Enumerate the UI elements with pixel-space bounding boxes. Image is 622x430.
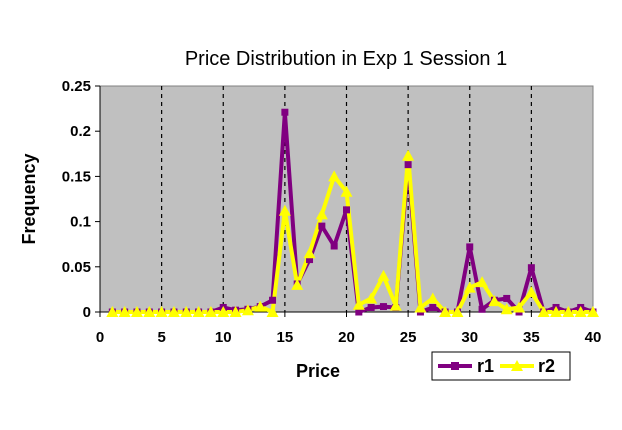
series-point-r2-8 bbox=[192, 306, 205, 317]
series-point-r2-24 bbox=[389, 299, 402, 311]
x-tick-label-40: 40 bbox=[585, 329, 602, 346]
legend-r2-label: r2 bbox=[538, 356, 555, 376]
series-point-r1-18 bbox=[318, 222, 326, 230]
y-tick-label-5: 0.25 bbox=[62, 78, 91, 95]
x-tick-label-15: 15 bbox=[277, 329, 294, 346]
series-point-r2-13 bbox=[254, 300, 267, 312]
series-point-r2-18 bbox=[315, 208, 328, 220]
series-point-r2-28 bbox=[439, 306, 452, 317]
series-point-r2-1 bbox=[106, 306, 119, 317]
series-point-r1-20 bbox=[343, 206, 350, 214]
series-point-r2-39 bbox=[574, 306, 587, 317]
y-tick-label-1: 0.05 bbox=[62, 259, 91, 276]
y-tick-label-2: 0.1 bbox=[70, 214, 91, 231]
series-point-r1-23 bbox=[379, 303, 387, 311]
series-point-r1-31 bbox=[478, 305, 486, 313]
x-tick-label-10: 10 bbox=[215, 329, 232, 346]
series-point-r1-17 bbox=[306, 256, 314, 264]
series-point-r1-27 bbox=[429, 303, 437, 311]
x-tick-label-35: 35 bbox=[523, 329, 540, 346]
series-point-r2-40 bbox=[587, 306, 599, 317]
legend-r2-marker bbox=[511, 360, 523, 371]
series-point-r1-14 bbox=[269, 296, 277, 304]
series-point-r2-2 bbox=[118, 306, 131, 317]
series-point-r2-12 bbox=[241, 304, 254, 316]
series-point-r2-30 bbox=[463, 281, 476, 293]
legend-r1-marker bbox=[451, 362, 459, 370]
series-point-r2-15 bbox=[278, 204, 291, 216]
series-point-r2-16 bbox=[291, 278, 304, 290]
y-axis-label: Frequency bbox=[19, 153, 39, 244]
series-point-r2-20 bbox=[340, 185, 353, 197]
series-layer bbox=[106, 108, 599, 317]
legend: r1 r2 bbox=[431, 351, 571, 381]
series-point-r1-19 bbox=[330, 242, 338, 250]
legend-r1-label: r1 bbox=[477, 356, 494, 376]
x-tick-label-25: 25 bbox=[400, 329, 417, 346]
chart-title: Price Distribution in Exp 1 Session 1 bbox=[185, 48, 507, 70]
x-tick-label-30: 30 bbox=[461, 329, 478, 346]
series-point-r2-37 bbox=[550, 306, 563, 317]
series-line-r2 bbox=[110, 153, 595, 314]
series-point-r2-33 bbox=[500, 303, 513, 315]
series-point-r2-34 bbox=[513, 301, 526, 313]
series-point-r2-5 bbox=[155, 306, 168, 317]
series-point-r2-26 bbox=[414, 301, 427, 313]
series-point-r1-33 bbox=[503, 294, 511, 302]
series-point-r2-38 bbox=[562, 306, 575, 317]
series-point-r1-35 bbox=[527, 264, 535, 272]
axis-layer: 0 5 10 15 20 25 30 35 40 0 0.05 0.1 0.15 0.2 0.25 bbox=[62, 78, 602, 346]
series-point-r2-36 bbox=[537, 306, 550, 317]
y-tick-label-4: 0.2 bbox=[70, 123, 91, 140]
series-point-r2-3 bbox=[130, 306, 143, 317]
x-tick-label-5: 5 bbox=[157, 329, 165, 346]
y-tick-label-0: 0 bbox=[83, 304, 91, 321]
series-point-r2-23 bbox=[377, 269, 390, 281]
x-tick-label-0: 0 bbox=[96, 329, 104, 346]
y-tick-label-3: 0.15 bbox=[62, 168, 91, 185]
series-point-r2-35 bbox=[525, 286, 538, 298]
series-point-r2-6 bbox=[167, 306, 180, 317]
series-point-r2-14 bbox=[266, 306, 279, 317]
series-point-r2-4 bbox=[143, 306, 156, 317]
series-point-r1-30 bbox=[466, 243, 474, 251]
series-point-r1-15 bbox=[281, 108, 289, 116]
series-point-r2-17 bbox=[303, 247, 316, 259]
x-tick-label-20: 20 bbox=[338, 329, 355, 346]
series-point-r2-11 bbox=[229, 306, 242, 317]
series-point-r2-21 bbox=[352, 298, 365, 310]
series-point-r2-19 bbox=[328, 170, 341, 182]
series-point-r2-22 bbox=[365, 292, 378, 304]
series-point-r2-32 bbox=[488, 295, 501, 307]
series-point-r2-25 bbox=[402, 149, 415, 161]
series-point-r2-9 bbox=[204, 306, 217, 317]
series-point-r2-27 bbox=[426, 292, 439, 304]
x-axis-label: Price bbox=[296, 361, 340, 381]
series-point-r2-31 bbox=[476, 276, 489, 288]
series-point-r2-10 bbox=[217, 306, 230, 317]
series-point-r1-21 bbox=[355, 308, 363, 316]
series-point-r2-7 bbox=[180, 306, 193, 317]
series-point-r1-22 bbox=[367, 303, 375, 311]
series-point-r1-25 bbox=[404, 161, 412, 169]
series-point-r2-29 bbox=[451, 306, 464, 317]
